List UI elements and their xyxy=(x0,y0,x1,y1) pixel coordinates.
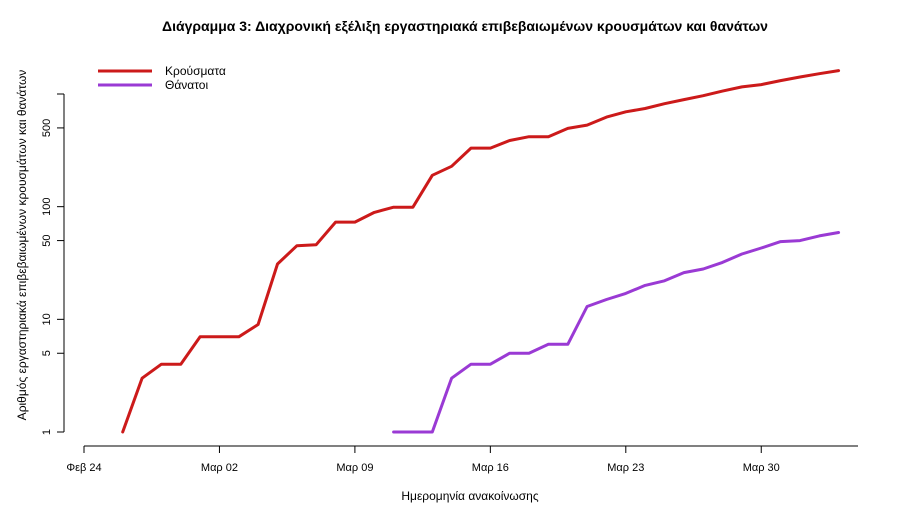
x-tick-label: Μαρ 09 xyxy=(336,462,373,474)
x-tick-label: Μαρ 16 xyxy=(472,462,509,474)
y-tick-label: 100 xyxy=(41,197,53,215)
x-axis-label: Ημερομηνία ανακοίνωσης xyxy=(401,489,538,503)
series-layer xyxy=(121,69,841,434)
axes: Φεβ 24 Μαρ 02 Μαρ 09 Μαρ 16 Μαρ 23 Μαρ 30 1 5 10… xyxy=(41,93,858,474)
legend-label: Θάνατοι xyxy=(165,78,208,92)
x-tick-label: Μαρ 30 xyxy=(743,462,780,474)
y-tick-label: 50 xyxy=(41,234,53,246)
y-tick-label: 1 xyxy=(41,429,53,435)
x-tick-label: Μαρ 02 xyxy=(201,462,238,474)
series-line-cases xyxy=(121,69,841,434)
legend-label: Κρούσματα xyxy=(165,64,226,78)
series-line-deaths xyxy=(392,231,841,434)
y-axis-label: Αριθμός εργαστηριακά επιβεβαιωμένων κρου… xyxy=(15,70,29,421)
chart-title: Διάγραμμα 3: Διαχρονική εξέλιξη εργαστηρ… xyxy=(162,18,768,34)
x-tick-label: Φεβ 24 xyxy=(66,462,101,474)
y-tick-label: 10 xyxy=(41,313,53,325)
x-tick-label: Μαρ 23 xyxy=(607,462,644,474)
y-tick-label: 5 xyxy=(41,350,53,356)
y-tick-label: 500 xyxy=(41,119,53,137)
